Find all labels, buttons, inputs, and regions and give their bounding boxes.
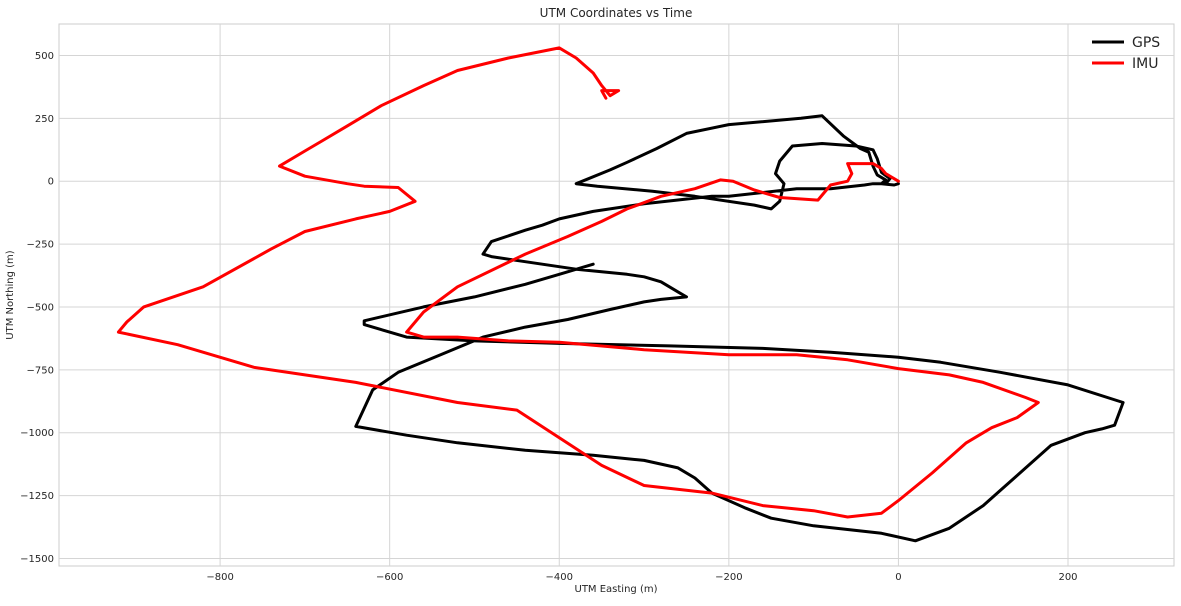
legend-label-imu: IMU bbox=[1132, 56, 1158, 72]
y-tick-label: 500 bbox=[35, 51, 54, 62]
y-axis-ticks: 500 250 0 −250 −500 −750 −1000 −1250 −1500 bbox=[20, 51, 54, 565]
y-tick-label: −500 bbox=[27, 302, 54, 313]
y-tick-label: −750 bbox=[27, 365, 54, 376]
x-axis-ticks: −800 −600 −400 −200 0 200 bbox=[206, 572, 1077, 583]
series-line-imu bbox=[116, 46, 1040, 519]
x-tick-label: −400 bbox=[546, 572, 573, 583]
y-tick-label: 250 bbox=[35, 114, 54, 125]
plot-area bbox=[58, 23, 1175, 567]
legend: GPS IMU bbox=[1092, 35, 1160, 72]
x-tick-label: 200 bbox=[1058, 572, 1077, 583]
y-tick-label: −1250 bbox=[20, 491, 54, 502]
x-tick-label: −800 bbox=[206, 572, 233, 583]
grid bbox=[59, 24, 1174, 566]
y-tick-label: −1500 bbox=[20, 554, 54, 565]
chart-title: UTM Coordinates vs Time bbox=[540, 6, 693, 20]
series-layer bbox=[116, 46, 1125, 543]
x-axis-label: UTM Easting (m) bbox=[575, 584, 658, 595]
y-tick-label: 0 bbox=[48, 177, 54, 188]
x-tick-label: −200 bbox=[715, 572, 742, 583]
legend-label-gps: GPS bbox=[1132, 35, 1160, 51]
x-tick-label: −600 bbox=[376, 572, 403, 583]
x-tick-label: 0 bbox=[895, 572, 901, 583]
series-line-gps bbox=[354, 114, 1125, 543]
y-tick-label: −1000 bbox=[20, 428, 54, 439]
y-axis-label: UTM Northing (m) bbox=[5, 250, 16, 339]
y-tick-label: −250 bbox=[27, 240, 54, 251]
